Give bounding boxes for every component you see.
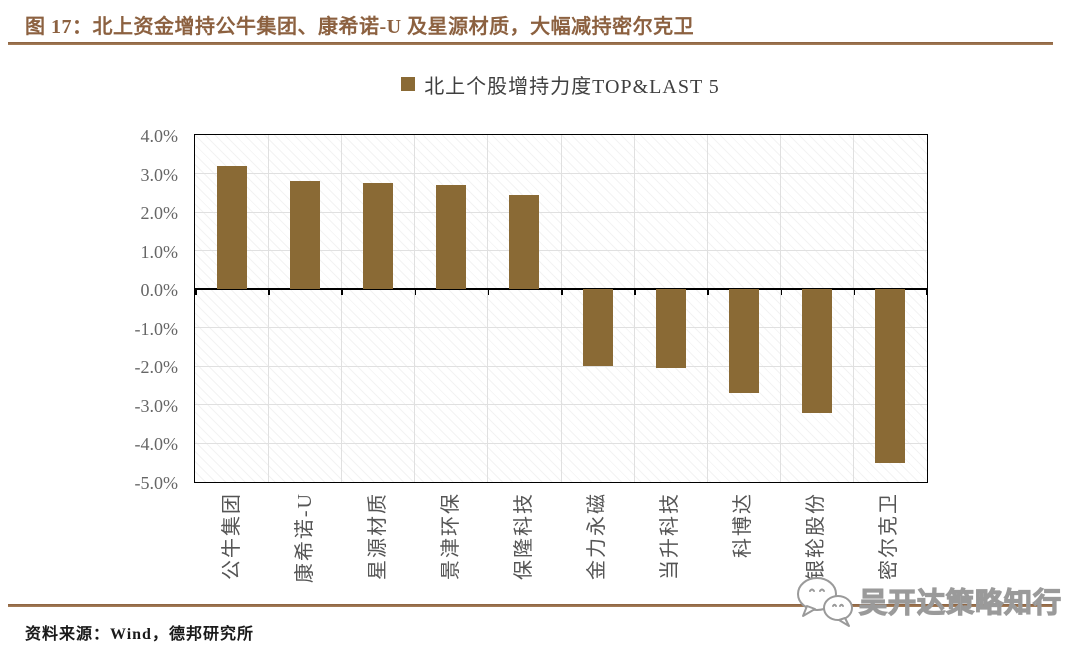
title-rule: [8, 42, 1053, 45]
watermark-text: 吴开达策略知行: [858, 587, 1063, 619]
x-category-slot: 景津环保: [414, 492, 487, 604]
bar: [875, 289, 906, 463]
bar: [363, 183, 393, 290]
y-axis-label: -1.0%: [134, 318, 179, 339]
x-axis-label: 景津环保: [439, 492, 462, 580]
x-category-slot: 当升科技: [634, 492, 707, 604]
bar: [289, 181, 320, 290]
v-gridline: [780, 135, 782, 482]
legend-swatch-icon: [401, 77, 416, 91]
x-category-slot: 公牛集团: [195, 492, 268, 604]
x-category-slot: 金力永磁: [560, 492, 633, 604]
category-axis-tick: [487, 289, 490, 296]
category-axis-tick: [561, 289, 563, 296]
bar: [729, 289, 759, 394]
bar: [655, 289, 686, 369]
x-category-slot: 保隆科技: [487, 492, 560, 604]
v-gridline: [853, 135, 855, 482]
x-axis-label: 康希诺-U: [293, 492, 316, 584]
bar: [509, 194, 540, 290]
plot-area: [194, 134, 928, 483]
category-axis-tick: [268, 289, 270, 296]
y-axis-label: -4.0%: [134, 434, 179, 455]
y-axis-label: 2.0%: [140, 203, 179, 224]
legend-label: 北上个股增持力度TOP&LAST 5: [424, 75, 720, 98]
category-axis-tick: [341, 289, 343, 296]
x-category-slot: 科博达: [707, 492, 780, 604]
x-axis-label: 科博达: [732, 492, 755, 558]
x-axis-label: 银轮股份: [805, 492, 828, 580]
category-axis-tick: [853, 289, 856, 296]
category-axis-tick: [925, 289, 927, 296]
v-gridline: [560, 135, 562, 482]
footer-rule: [8, 604, 1053, 607]
wechat-icon: [797, 577, 853, 627]
category-axis-tick: [195, 289, 197, 296]
bar: [436, 185, 467, 290]
category-axis-tick: [414, 289, 417, 296]
bar: [582, 289, 613, 367]
v-gridline: [706, 135, 708, 482]
watermark: 吴开达策略知行: [793, 570, 1073, 632]
y-axis: 4.0% 3.0% 2.0% 1.0% 0.0% -1.0% -2.0% -3.0% -4.0%…: [0, 126, 184, 493]
y-axis-label: -5.0%: [134, 473, 179, 493]
y-axis-label: 0.0%: [140, 280, 179, 301]
source-note: 资料来源：Wind，德邦研究所: [25, 626, 254, 643]
x-axis-label: 密尔克卫: [878, 492, 901, 580]
x-category-slot: 康希诺-U: [268, 492, 341, 604]
v-gridline: [267, 135, 269, 482]
x-category-slot: 星源材质: [341, 492, 414, 604]
chart-legend: 北上个股增持力度TOP&LAST 5: [195, 71, 926, 98]
bar: [216, 165, 247, 290]
y-axis-label: 4.0%: [140, 126, 179, 146]
x-axis-label: 保隆科技: [512, 492, 535, 580]
figure-title: 图 17：北上资金增持公牛集团、康希诺-U 及星源材质，大幅减持密尔克卫: [25, 16, 695, 38]
v-gridline: [340, 135, 342, 482]
v-gridline: [487, 135, 489, 482]
x-axis-label: 当升科技: [659, 492, 682, 580]
x-axis-label: 公牛集团: [220, 492, 243, 580]
x-axis-label: 星源材质: [366, 492, 389, 580]
v-gridline: [414, 135, 416, 482]
category-axis-tick: [707, 289, 709, 296]
category-axis-tick: [780, 289, 783, 296]
bar: [802, 289, 833, 413]
y-axis-label: 1.0%: [140, 241, 179, 262]
y-axis-label: -3.0%: [134, 395, 179, 416]
category-axis-tick: [634, 289, 636, 296]
y-axis-label: -2.0%: [134, 357, 179, 378]
y-axis-label: 3.0%: [140, 164, 179, 185]
x-axis-label: 金力永磁: [586, 492, 609, 580]
v-gridline: [633, 135, 635, 482]
